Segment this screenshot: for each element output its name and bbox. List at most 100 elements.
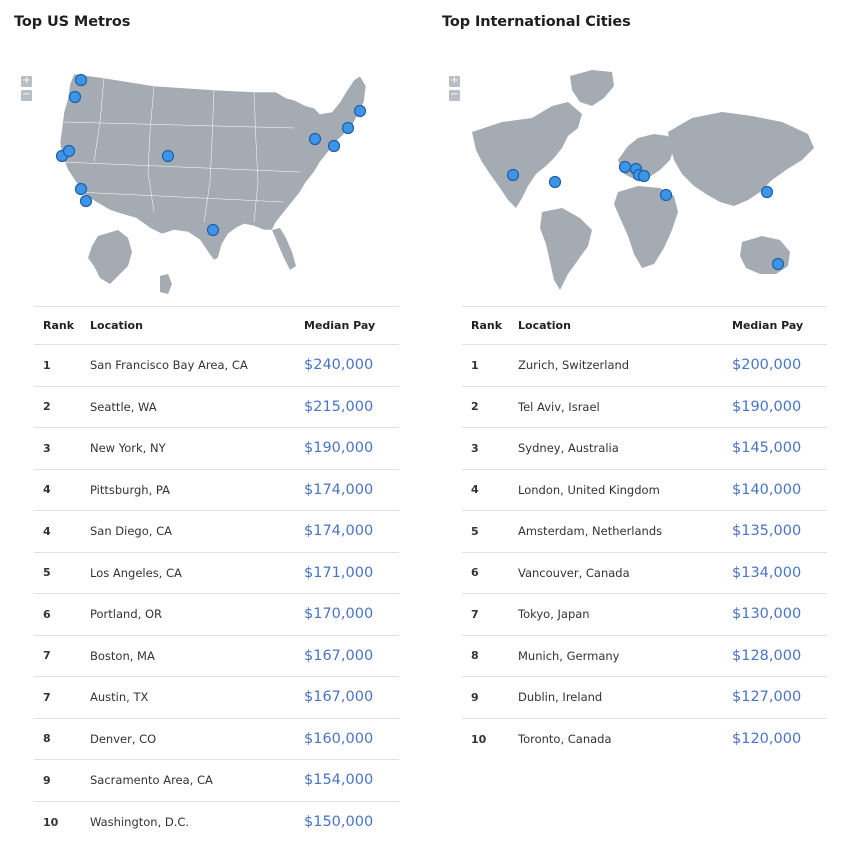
- us-markers: [55, 73, 367, 237]
- map-marker[interactable]: [353, 104, 367, 118]
- asia-shape: [668, 112, 814, 206]
- us-zoom-out-button[interactable]: −: [21, 89, 32, 101]
- location-cell: Tokyo, Japan: [518, 607, 590, 622]
- intl-zoom-in-button[interactable]: +: [449, 75, 460, 87]
- map-marker[interactable]: [637, 169, 651, 183]
- hawaii-shape: [160, 274, 172, 294]
- rank-cell: 9: [471, 690, 479, 704]
- median-pay-cell: $150,000: [304, 814, 374, 830]
- rank-cell: 6: [471, 566, 479, 580]
- location-cell: Sydney, Australia: [518, 441, 619, 456]
- rank-cell: 9: [43, 773, 51, 787]
- median-pay-cell: $135,000: [732, 523, 802, 540]
- map-marker[interactable]: [760, 185, 774, 199]
- location-cell: Seattle, WA: [90, 399, 157, 414]
- rank-cell: 4: [43, 483, 51, 497]
- median-pay-cell: $215,000: [304, 398, 374, 415]
- table-row: 4 Pittsburgh, PA $174,000: [34, 469, 399, 511]
- world-map[interactable]: + −: [442, 62, 832, 300]
- median-pay-cell: $134,000: [732, 564, 802, 581]
- median-pay-cell: $120,000: [732, 731, 802, 747]
- rank-cell: 6: [43, 607, 51, 621]
- location-cell: Pittsburgh, PA: [90, 482, 170, 497]
- location-cell: Portland, OR: [90, 607, 162, 622]
- location-cell: Washington, D.C.: [90, 815, 190, 829]
- location-cell: San Francisco Bay Area, CA: [90, 358, 248, 373]
- rank-cell: 3: [43, 441, 51, 455]
- intl-markers: [506, 160, 785, 271]
- map-marker[interactable]: [161, 149, 175, 163]
- rank-cell: 10: [43, 815, 59, 829]
- median-pay-cell: $127,000: [732, 689, 802, 706]
- median-pay-cell: $171,000: [304, 564, 374, 581]
- rank-cell: 2: [471, 400, 479, 414]
- map-marker[interactable]: [68, 90, 82, 104]
- median-pay-cell: $174,000: [304, 523, 374, 540]
- south-america-shape: [540, 208, 592, 290]
- map-marker[interactable]: [506, 168, 520, 182]
- intl-zoom-out-button[interactable]: −: [449, 89, 460, 101]
- location-cell: Tel Aviv, Israel: [518, 399, 600, 414]
- intl-cities-title: Top International Cities: [442, 14, 631, 30]
- map-marker[interactable]: [341, 121, 355, 135]
- us-map-svg: [55, 73, 367, 294]
- location-cell: Vancouver, Canada: [518, 565, 630, 580]
- table-row: 8 Denver, CO $160,000: [34, 718, 399, 760]
- map-marker[interactable]: [548, 175, 562, 189]
- rank-cell: 2: [43, 400, 51, 414]
- rank-cell: 8: [471, 649, 479, 663]
- table-row: 6 Portland, OR $170,000: [34, 593, 399, 636]
- map-marker[interactable]: [659, 188, 673, 202]
- rank-cell: 5: [471, 524, 479, 538]
- australia-shape: [740, 236, 790, 274]
- table-row: 5 Amsterdam, Netherlands $135,000: [462, 510, 827, 553]
- intl-cities-table: Rank Location Median Pay 1 Zurich, Switze…: [462, 306, 827, 760]
- rank-cell: 3: [471, 441, 479, 455]
- us-metros-table: Rank Location Median Pay 1 San Francisco …: [34, 306, 399, 843]
- table-row: 9 Sacramento Area, CA $154,000: [34, 759, 399, 802]
- rank-header: Rank: [43, 319, 75, 332]
- location-cell: Denver, CO: [90, 731, 157, 746]
- median-pay-cell: $160,000: [304, 730, 374, 747]
- greenland-shape: [570, 70, 614, 106]
- location-cell: Toronto, Canada: [518, 732, 612, 746]
- map-marker[interactable]: [618, 160, 632, 174]
- median-pay-cell: $190,000: [304, 440, 374, 457]
- table-row: 9 Dublin, Ireland $127,000: [462, 676, 827, 719]
- location-cell: Munich, Germany: [518, 648, 620, 663]
- table-row: 3 Sydney, Australia $145,000: [462, 427, 827, 470]
- location-cell: Sacramento Area, CA: [90, 773, 213, 788]
- median-pay-cell: $130,000: [732, 606, 802, 623]
- map-marker[interactable]: [771, 257, 785, 271]
- us-metros-title: Top US Metros: [14, 14, 131, 30]
- table-row: 2 Tel Aviv, Israel $190,000: [462, 386, 827, 428]
- table-row: 1 Zurich, Switzerland $200,000: [462, 344, 827, 387]
- table-row: 10 Toronto, Canada $120,000: [462, 718, 827, 760]
- map-marker[interactable]: [79, 194, 93, 208]
- map-marker[interactable]: [327, 139, 341, 153]
- north-america-shape: [472, 102, 582, 208]
- us-land-shape: [59, 73, 367, 261]
- table-row: 4 London, United Kingdom $140,000: [462, 469, 827, 511]
- state-borders: [61, 77, 301, 223]
- location-cell: New York, NY: [90, 441, 166, 456]
- table-row: 6 Vancouver, Canada $134,000: [462, 552, 827, 594]
- florida-shape: [272, 228, 296, 270]
- median-pay-header: Median Pay: [304, 319, 376, 332]
- location-header: Location: [90, 319, 143, 332]
- location-cell: Zurich, Switzerland: [518, 358, 630, 373]
- map-marker[interactable]: [206, 223, 220, 237]
- table-row: 8 Munich, Germany $128,000: [462, 635, 827, 677]
- table-header-row: Rank Location Median Pay: [34, 306, 399, 345]
- us-zoom-in-button[interactable]: +: [21, 75, 32, 87]
- rank-cell: 1: [471, 358, 479, 372]
- us-map[interactable]: + −: [14, 62, 404, 300]
- table-row: 4 San Diego, CA $174,000: [34, 510, 399, 553]
- map-marker[interactable]: [308, 132, 322, 146]
- median-pay-cell: $240,000: [304, 357, 374, 374]
- map-marker[interactable]: [62, 144, 76, 158]
- map-marker[interactable]: [74, 182, 88, 196]
- map-marker[interactable]: [74, 73, 88, 87]
- location-cell: Amsterdam, Netherlands: [518, 524, 663, 539]
- location-cell: San Diego, CA: [90, 524, 172, 539]
